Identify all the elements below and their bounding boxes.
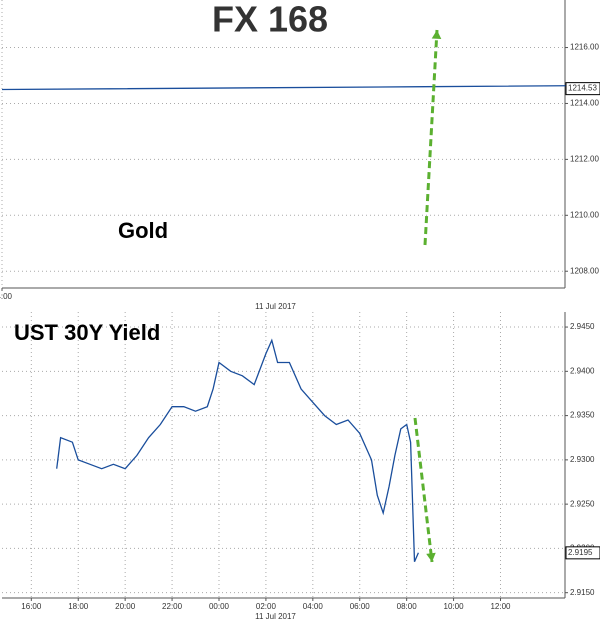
arrow-head xyxy=(426,552,436,562)
y-tick-label: 1210.00 xyxy=(570,210,599,219)
watermark: FX xyxy=(212,0,258,40)
chart-title: UST 30Y Yield xyxy=(14,320,160,345)
last-value-label: 1214.53 xyxy=(568,84,597,93)
y-tick-label: 2.9250 xyxy=(570,499,595,508)
last-value-box xyxy=(565,546,600,560)
y-tick-label: 1212.00 xyxy=(570,154,599,163)
y-tick-label: 2.9350 xyxy=(570,411,595,420)
x-tick-label: 10:00 xyxy=(444,602,465,611)
x-tick-label: 04:00 xyxy=(303,602,324,611)
x-tick-label: 02:00 xyxy=(256,602,277,611)
x-tick-label: 14:00 xyxy=(0,292,13,301)
y-tick-label: 1216.00 xyxy=(570,43,599,52)
date-label: 11 Jul 2017 xyxy=(255,302,296,311)
y-tick-label: 2.9450 xyxy=(570,322,595,331)
x-tick-label: 16:00 xyxy=(21,602,42,611)
y-tick-label: 2.9300 xyxy=(570,455,595,464)
date-label: 11 Jul 2017 xyxy=(255,612,296,621)
last-value-box xyxy=(565,82,600,96)
price-line xyxy=(56,338,419,562)
x-tick-label: 00:00 xyxy=(209,602,230,611)
x-tick-label: 08:00 xyxy=(397,602,418,611)
last-value-label: 2.9195 xyxy=(568,548,593,557)
x-tick-label: 18:00 xyxy=(68,602,89,611)
y-tick-label: 1208.00 xyxy=(570,266,599,275)
arrow-head xyxy=(431,30,442,40)
x-tick-label: 20:00 xyxy=(115,602,136,611)
x-tick-label: 06:00 xyxy=(350,602,371,611)
watermark: 168 xyxy=(268,0,328,40)
x-tick-label: 22:00 xyxy=(162,602,183,611)
x-tick-label: 12:00 xyxy=(490,602,511,611)
y-tick-label: 2.9150 xyxy=(570,588,595,597)
y-tick-label: 1214.00 xyxy=(570,99,599,108)
y-tick-label: 2.9400 xyxy=(570,366,595,375)
trend-arrow xyxy=(423,29,439,246)
trend-arrow xyxy=(413,417,434,563)
chart-title: Gold xyxy=(118,218,168,243)
